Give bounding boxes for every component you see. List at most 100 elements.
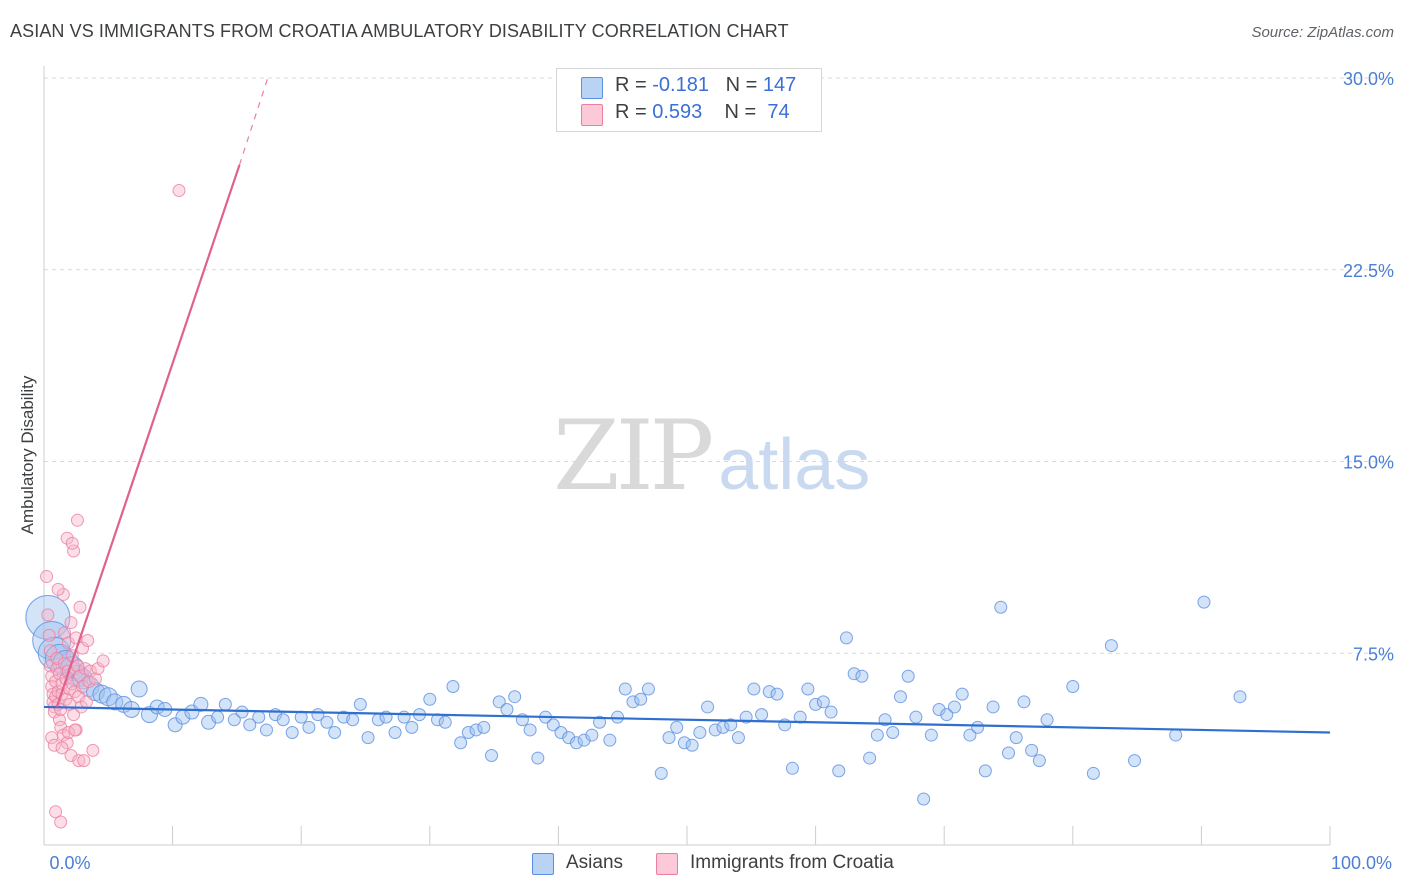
asians-n-value: 147 — [762, 74, 797, 96]
asian-point — [1002, 746, 1015, 760]
asian-point — [492, 695, 506, 709]
asian-point — [361, 731, 375, 745]
asian-point — [801, 682, 815, 696]
asian-point — [701, 700, 715, 714]
asian-point — [1040, 713, 1054, 727]
asian-point — [839, 631, 853, 645]
croatia-point — [54, 720, 68, 734]
asian-point — [847, 667, 861, 681]
croatia-point — [65, 536, 79, 550]
asian-point — [785, 761, 799, 775]
asian-point — [793, 710, 807, 724]
y-tick-label: 15.0% — [1343, 453, 1394, 473]
croatia-point — [64, 616, 78, 630]
croatia-point — [172, 183, 186, 197]
asian-point — [909, 710, 923, 724]
asian-point — [328, 726, 342, 740]
croatia-point — [79, 695, 93, 709]
croatia-point — [49, 805, 63, 819]
asian-point — [901, 669, 915, 683]
asian-point — [130, 680, 148, 698]
asian-point — [500, 702, 514, 716]
croatia-r-value: 0.593 — [652, 101, 703, 123]
asians-r-value: -0.181 — [652, 74, 709, 96]
asian-point — [708, 723, 722, 737]
asian-point — [302, 720, 316, 734]
asian-point — [677, 736, 691, 750]
asian-point — [461, 726, 475, 740]
asian-point — [940, 708, 954, 722]
asian-point — [388, 726, 402, 740]
croatia-point — [61, 726, 75, 740]
legend-asians-swatch — [532, 853, 554, 875]
asian-point — [603, 733, 617, 747]
asian-point — [685, 738, 699, 752]
croatia-point — [61, 636, 75, 650]
croatia-point — [91, 662, 105, 676]
asian-point — [626, 695, 640, 709]
asian-point — [618, 682, 632, 696]
asian-point — [252, 710, 266, 724]
croatia-point — [64, 749, 78, 763]
asian-point — [932, 702, 946, 716]
asian-point — [1197, 595, 1211, 609]
asian-point — [693, 726, 707, 740]
asian-point — [569, 736, 583, 750]
asian-point — [523, 723, 537, 737]
asian-point — [405, 720, 419, 734]
asian-point — [577, 733, 591, 747]
asian-point — [1066, 679, 1080, 693]
croatia-trend-line — [55, 164, 241, 708]
source-label: Source: ZipAtlas.com — [1251, 24, 1394, 41]
asian-point — [167, 717, 183, 733]
legend-croatia-swatch — [656, 853, 678, 875]
legend-croatia-label: Immigrants from Croatia — [690, 852, 894, 873]
asian-point — [886, 726, 900, 740]
asian-point — [140, 706, 158, 724]
asian-point — [641, 682, 655, 696]
croatia-point — [72, 754, 86, 768]
x-tick-label-min: 0.0% — [49, 853, 90, 873]
asian-point — [485, 749, 499, 763]
asian-point — [824, 705, 838, 719]
asian-point — [670, 720, 684, 734]
asian-point — [276, 713, 290, 727]
croatia-n-value: 74 — [761, 101, 790, 123]
asian-point — [508, 690, 522, 704]
asian-point — [259, 723, 273, 737]
asian-point — [423, 692, 437, 706]
croatia-point — [73, 600, 87, 614]
croatia-point — [41, 608, 55, 622]
asian-point — [963, 728, 977, 742]
asian-point — [1128, 754, 1142, 768]
asian-point — [816, 695, 830, 709]
croatia-point — [81, 633, 95, 647]
asian-point — [211, 710, 225, 724]
croatia-point — [56, 587, 70, 601]
legend-asians-label: Asians — [566, 852, 624, 873]
croatia-point — [86, 743, 100, 757]
asian-point — [832, 764, 846, 778]
croatia-point — [42, 628, 56, 642]
asian-point — [1032, 754, 1046, 768]
asian-point — [947, 700, 961, 714]
asian-point — [770, 687, 784, 701]
asians-n-label: N = — [725, 74, 763, 96]
asian-point — [1009, 731, 1023, 745]
asian-point — [762, 685, 776, 699]
croatia-point — [70, 513, 84, 527]
asian-point — [1104, 639, 1118, 653]
asian-point — [1233, 690, 1247, 704]
asian-point — [446, 679, 460, 693]
asian-point — [924, 728, 938, 742]
croatia-point — [82, 674, 96, 688]
asian-point — [731, 731, 745, 745]
asian-point — [546, 718, 560, 732]
y-tick-label: 7.5% — [1353, 644, 1394, 664]
asian-point — [1017, 695, 1031, 709]
asian-point — [654, 766, 668, 780]
croatia-n-label: N = — [724, 101, 762, 123]
watermark: ZIP atlas — [553, 400, 870, 512]
asian-point — [531, 751, 545, 765]
croatia-swatch — [581, 104, 603, 126]
